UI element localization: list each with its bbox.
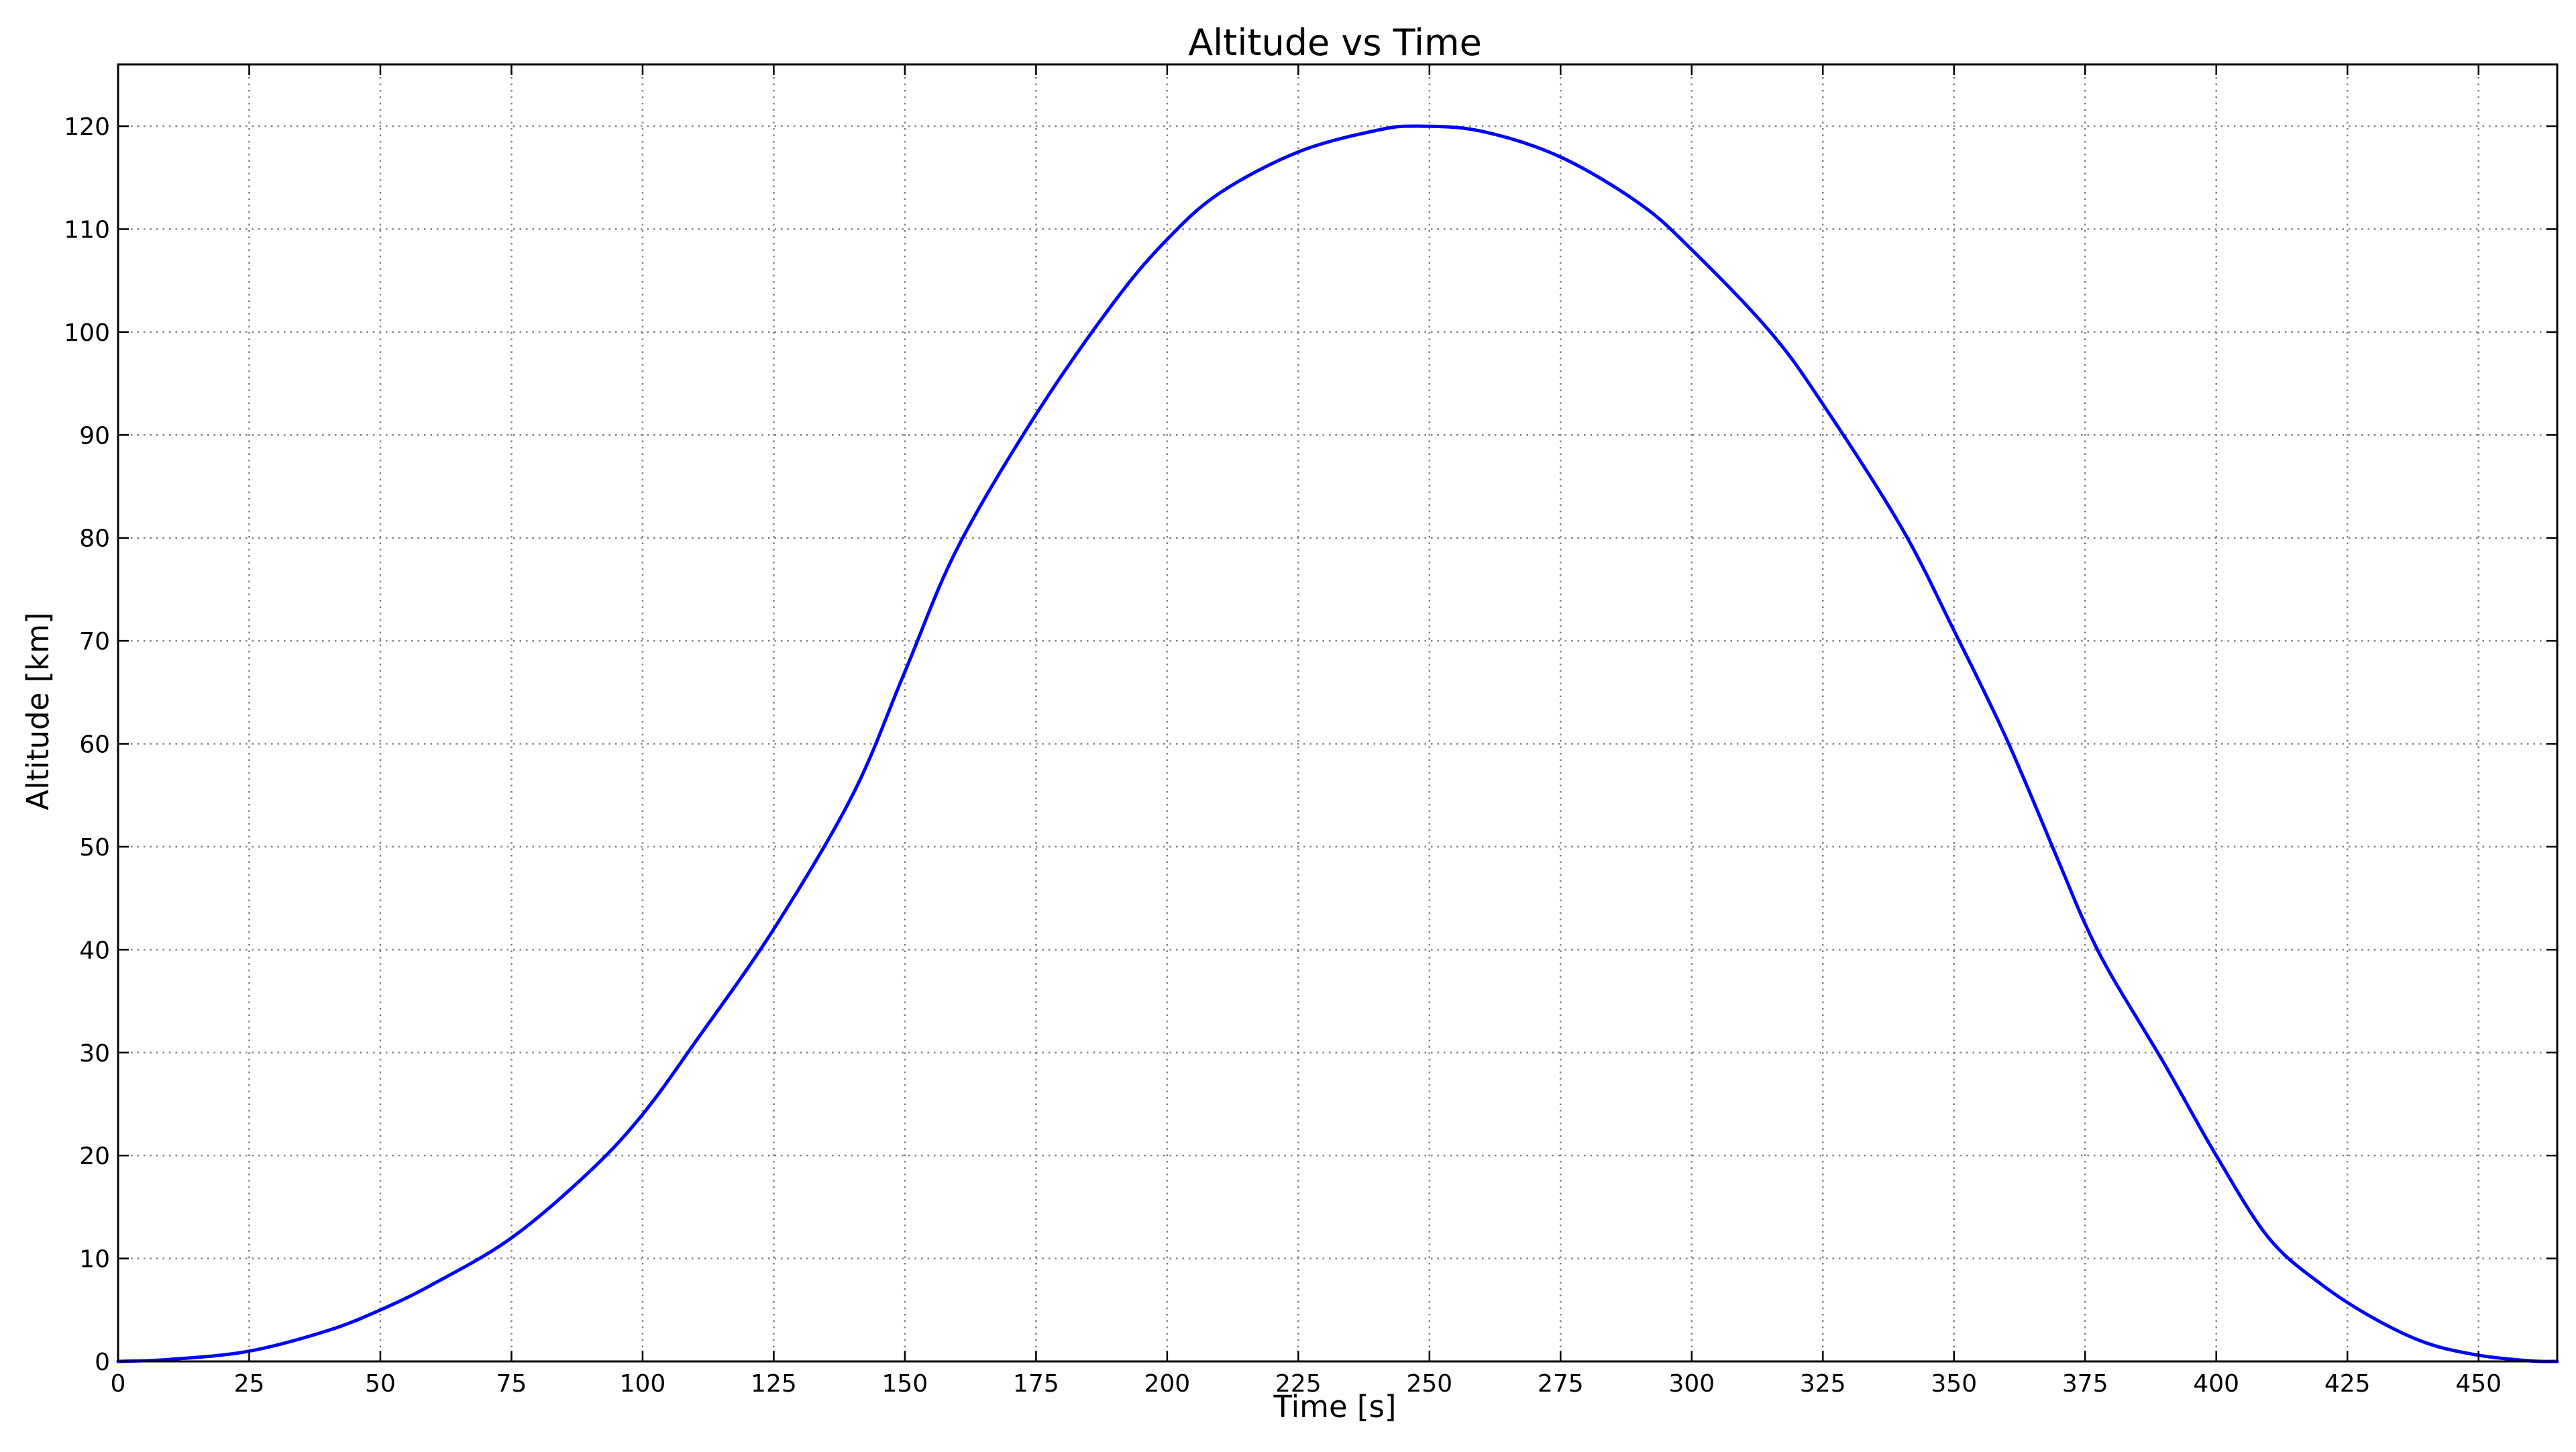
y-tick-labels: 0 10 20 30 40 50 60 70 80 90 100 110 120: [64, 113, 110, 1376]
y-tick-label: 60: [79, 731, 110, 759]
x-tick-label: 450: [2455, 1370, 2502, 1398]
y-tick-label: 0: [95, 1349, 110, 1376]
x-tick-label: 225: [1275, 1370, 1322, 1398]
y-tick-label: 120: [64, 113, 110, 141]
x-tick-label: 50: [365, 1370, 396, 1398]
x-tick-label: 100: [620, 1370, 666, 1398]
altitude-series-line: [116, 124, 2559, 1363]
y-tick-label: 70: [79, 628, 110, 656]
x-tick-labels: 0 25 50 75 100 125 150 175 200 225 250 275 300 325 350…: [111, 1370, 2502, 1398]
y-tick-label: 40: [79, 937, 110, 964]
plot-frame: [117, 63, 2559, 1363]
y-tick-label: 50: [79, 834, 110, 862]
y-tick-label: 80: [79, 525, 110, 553]
x-tick-label: 0: [111, 1370, 126, 1398]
x-tick-label: 150: [882, 1370, 928, 1398]
tick-marks: [117, 64, 2557, 1363]
x-tick-label: 425: [2324, 1370, 2371, 1398]
x-tick-label: 25: [234, 1370, 265, 1398]
x-tick-label: 375: [2062, 1370, 2108, 1398]
series-group: [116, 124, 2559, 1363]
x-tick-label: 200: [1144, 1370, 1191, 1398]
x-tick-label: 275: [1538, 1370, 1584, 1398]
x-tick-label: 400: [2193, 1370, 2239, 1398]
x-tick-label: 250: [1406, 1370, 1452, 1398]
x-tick-label: 125: [751, 1370, 797, 1398]
x-tick-label: 75: [496, 1370, 527, 1398]
x-axis-label: Time [s]: [1273, 1389, 1397, 1424]
chart-title: Altitude vs Time: [1188, 21, 1482, 64]
y-axis-label: Altitude [km]: [20, 612, 56, 810]
x-tick-label: 175: [1013, 1370, 1059, 1398]
y-tick-label: 30: [79, 1040, 110, 1068]
x-tick-label: 325: [1800, 1370, 1846, 1398]
y-tick-label: 110: [64, 216, 110, 244]
y-tick-label: 100: [64, 319, 110, 347]
y-tick-label: 20: [79, 1143, 110, 1170]
y-tick-label: 90: [79, 422, 110, 450]
x-tick-label: 350: [1931, 1370, 1977, 1398]
x-tick-label: 300: [1668, 1370, 1715, 1398]
y-tick-label: 10: [79, 1246, 110, 1274]
